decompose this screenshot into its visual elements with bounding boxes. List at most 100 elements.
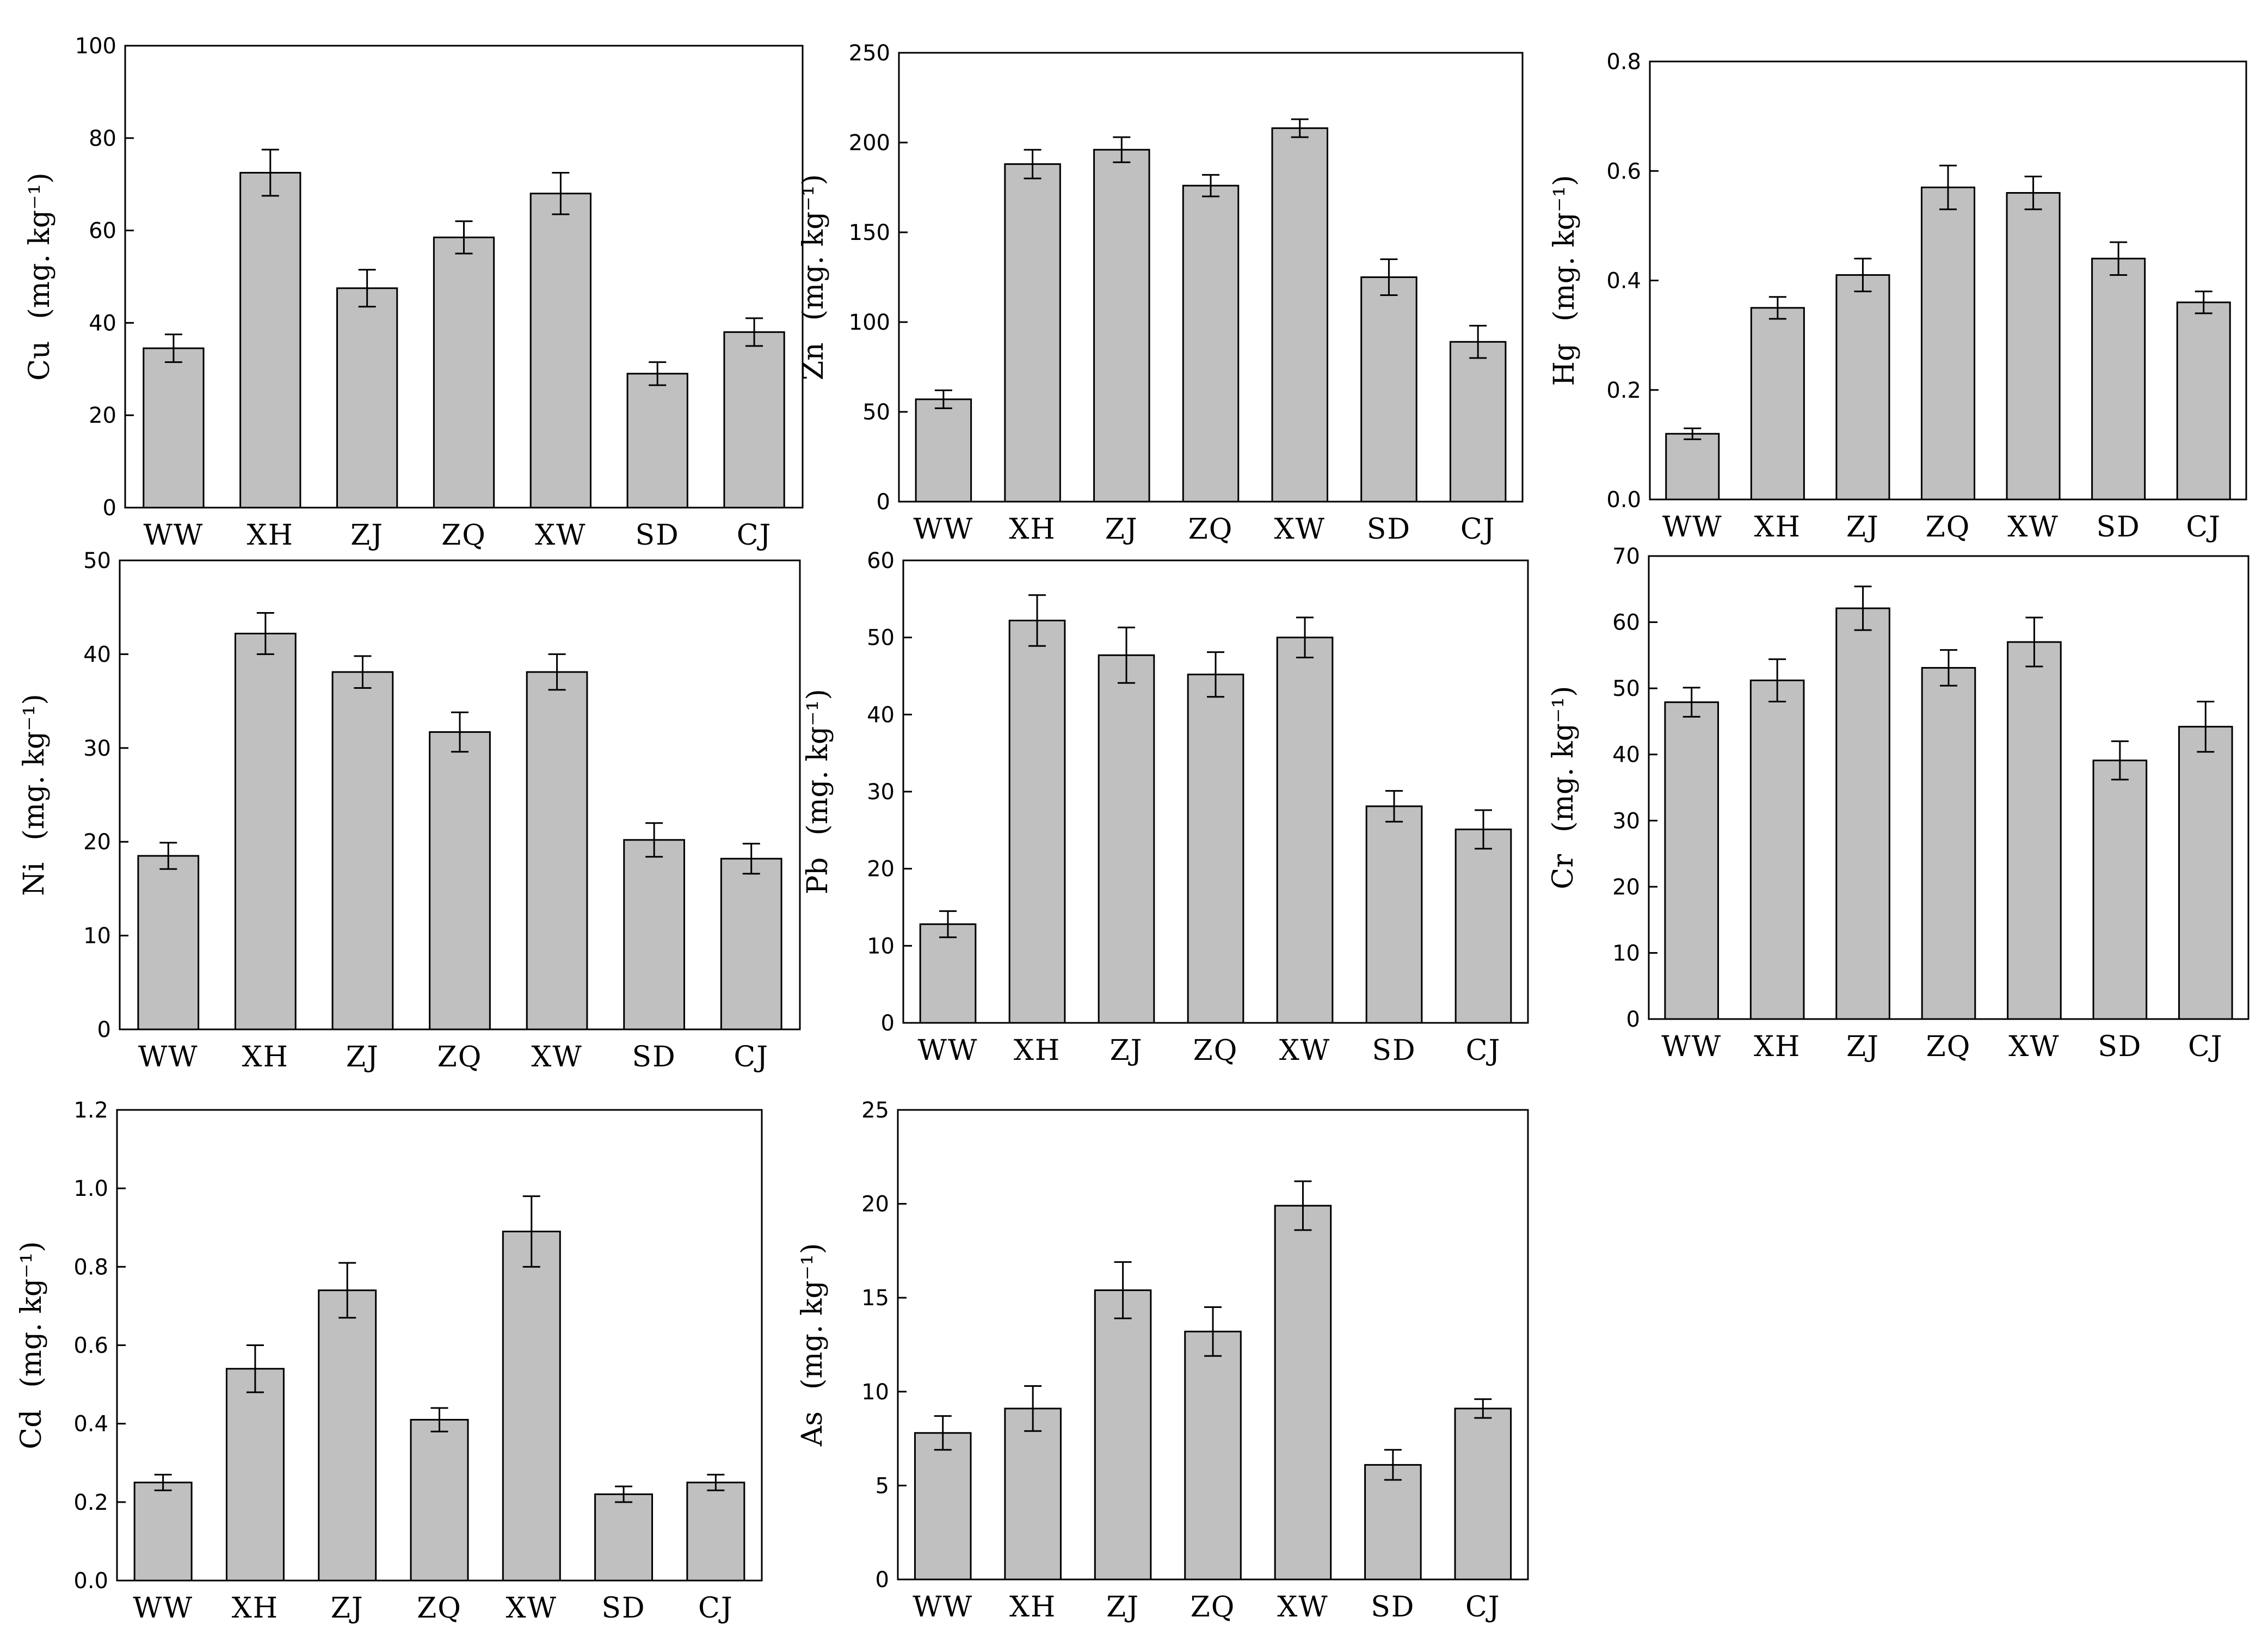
bar-xh — [1004, 1408, 1062, 1581]
chart-panel-cu: 0 20 40 60 80 100 WW XH ZJ ZQ XW SD CJ Cu (mg. kg⁻¹) — [23, 34, 804, 552]
y-tick-label: 10 — [83, 924, 111, 949]
x-tick-label-cj: CJ — [2188, 1030, 2223, 1063]
x-tick-label-xh: XH — [1754, 511, 1801, 544]
chart-panel-ni: 0 10 20 30 40 50 WW XH ZJ ZQ XW SD CJ Ni (mg. kg⁻¹) — [18, 548, 801, 1073]
y-axis-element: Zn — [797, 342, 830, 380]
y-tick-label: 30 — [83, 736, 111, 761]
y-axis-element: Pb — [802, 857, 834, 894]
bar-cj — [1454, 1408, 1512, 1581]
y-tick-label: 10 — [867, 934, 895, 959]
bar-ww — [133, 1482, 193, 1582]
y-tick-label: 0.6 — [73, 1334, 108, 1359]
y-tick-label: 70 — [1612, 544, 1640, 569]
bar-xh — [1749, 680, 1805, 1020]
x-tick-label-sd: SD — [601, 1592, 645, 1625]
x-tick-label-xw: XW — [1279, 1034, 1330, 1067]
bar-sd — [2092, 760, 2148, 1020]
x-tick-label-ww: WW — [133, 1592, 193, 1625]
x-tick-label-cj: CJ — [1466, 1034, 1501, 1067]
y-tick-label: 60 — [867, 548, 895, 573]
bar-sd — [626, 373, 688, 509]
x-tick-label-zj: ZJ — [1106, 1591, 1139, 1624]
x-tick-label-xw: XW — [2007, 511, 2059, 544]
y-tick-label: 80 — [89, 126, 116, 151]
x-tick-label-ww: WW — [913, 513, 973, 546]
x-tick-label-sd: SD — [2098, 1030, 2142, 1063]
x-tick-label-xh: XH — [1009, 1591, 1056, 1624]
y-axis-element: Cu — [23, 341, 56, 381]
x-tick-label-sd: SD — [1367, 513, 1411, 546]
x-tick-label-xw: XW — [1277, 1591, 1328, 1624]
x-tick-label-zj: ZJ — [1846, 511, 1879, 544]
y-axis-unit: (mg. kg⁻¹) — [802, 689, 834, 835]
x-tick-label-xw: XW — [506, 1592, 557, 1625]
bar-sd — [1365, 805, 1423, 1024]
x-tick-label-ww: WW — [1661, 1030, 1722, 1063]
x-tick-label-xh: XH — [242, 1041, 289, 1073]
x-tick-label-zj: ZJ — [1846, 1030, 1879, 1063]
y-tick-label: 20 — [1612, 875, 1640, 900]
y-tick-label: 0.2 — [73, 1490, 108, 1515]
bar-ww — [919, 923, 977, 1024]
chart-panel-hg: 0.0 0.2 0.4 0.6 0.8 WW XH ZJ ZQ XW SD CJ Hg (mg. kg⁻¹… — [1548, 50, 2247, 544]
chart-panel-pb: 0 10 20 30 40 50 60 WW XH ZJ ZQ XW SD CJ Pb (mg. kg⁻¹) — [802, 548, 1529, 1067]
bar-xw — [1274, 1205, 1332, 1581]
y-axis-label: Cd (mg. kg⁻¹) — [15, 1241, 48, 1449]
bar-zj — [318, 1289, 377, 1582]
bar-xw — [2006, 192, 2061, 501]
x-tick-label-sd: SD — [632, 1041, 676, 1073]
bar-xh — [235, 632, 297, 1030]
y-tick-label: 50 — [862, 400, 890, 425]
x-tick-label-cj: CJ — [1465, 1591, 1501, 1624]
bar-xh — [1750, 307, 1805, 501]
bar-sd — [623, 839, 686, 1030]
x-tick-label-zq: ZQ — [1188, 513, 1234, 546]
bar-zq — [1920, 186, 1976, 501]
bar-sd — [1364, 1464, 1422, 1581]
x-tick-label-zj: ZJ — [331, 1592, 364, 1625]
bar-xh — [239, 171, 301, 509]
bar-xw — [529, 193, 591, 509]
y-tick-label: 5 — [876, 1473, 889, 1498]
bar-cj — [1449, 341, 1507, 503]
bar-zj — [1835, 274, 1890, 501]
y-axis-label: Pb (mg. kg⁻¹) — [802, 689, 834, 894]
y-tick-label: 0 — [881, 1011, 895, 1036]
bar-zj — [1098, 654, 1155, 1024]
y-axis-label: Hg (mg. kg⁻¹) — [1548, 175, 1581, 386]
x-tick-label-zq: ZQ — [441, 519, 486, 552]
bar-cj — [723, 331, 785, 509]
x-tick-label-xw: XW — [531, 1041, 582, 1073]
y-tick-label: 10 — [1612, 941, 1640, 966]
x-tick-label-ww: WW — [138, 1041, 199, 1073]
bar-xw — [1276, 637, 1334, 1024]
bar-ww — [1665, 433, 1720, 501]
y-tick-label: 30 — [1612, 808, 1640, 834]
x-tick-label-cj: CJ — [698, 1592, 734, 1625]
bar-zq — [1187, 674, 1244, 1024]
bar-ww — [143, 347, 205, 509]
y-tick-label: 50 — [83, 548, 111, 573]
y-tick-label: 15 — [861, 1286, 889, 1311]
y-tick-label: 40 — [83, 642, 111, 667]
x-tick-label-cj: CJ — [737, 519, 772, 552]
bar-xh — [1004, 163, 1061, 503]
x-tick-label-zj: ZJ — [346, 1041, 379, 1073]
x-tick-label-ww: WW — [1662, 511, 1723, 544]
y-tick-label: 250 — [849, 41, 890, 66]
bar-zj — [1835, 607, 1890, 1020]
bar-ww — [1664, 701, 1720, 1020]
y-tick-label: 0 — [877, 490, 890, 515]
x-tick-label-cj: CJ — [2186, 511, 2221, 544]
x-tick-label-zq: ZQ — [1926, 511, 1971, 544]
y-tick-label: 25 — [861, 1098, 889, 1123]
y-tick-label: 20 — [83, 830, 111, 855]
x-tick-label-sd: SD — [2096, 511, 2140, 544]
y-axis-element: As — [796, 1411, 829, 1447]
y-axis-unit: (mg. kg⁻¹) — [1547, 686, 1580, 832]
bar-ww — [137, 855, 200, 1030]
bar-zj — [1093, 149, 1150, 503]
y-tick-label: 30 — [867, 780, 895, 805]
y-tick-label: 60 — [1612, 610, 1640, 635]
